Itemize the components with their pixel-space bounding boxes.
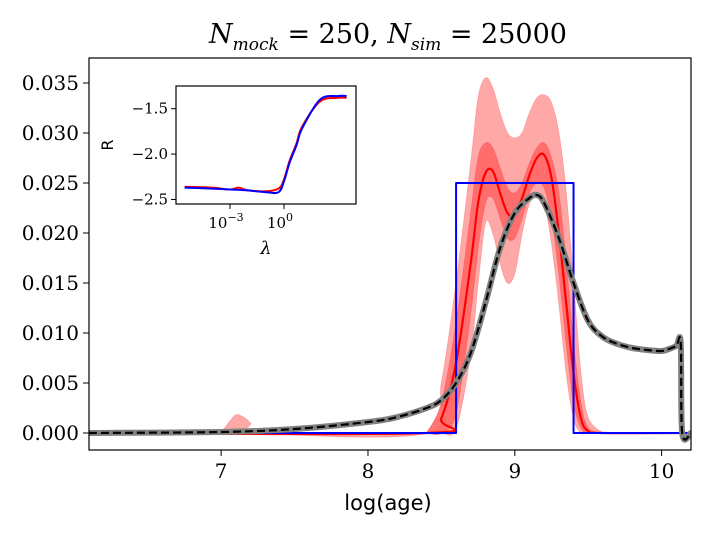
inset-y-axis-label: R xyxy=(98,139,117,150)
inset-y-axis: −2.5 −2.0 −1.5 xyxy=(132,100,176,208)
main-y-tick-label: 0.015 xyxy=(22,271,79,295)
main-x-axis-label: log(age) xyxy=(344,491,432,515)
inset-x-tick-label: 10−3 xyxy=(208,211,243,232)
main-series-thick xyxy=(89,191,691,443)
chart-title: Nmock = 250, Nsim = 25000 xyxy=(208,19,567,55)
inset-x-axis: 10−3 100 xyxy=(208,204,293,232)
main-plot-data xyxy=(89,77,691,443)
main-y-tick-label: 0.030 xyxy=(22,121,79,145)
main-x-tick-label: 7 xyxy=(215,459,228,483)
main-y-tick-label: 0.020 xyxy=(22,221,79,245)
main-y-tick-label: 0.005 xyxy=(22,371,79,395)
main-y-tick-label: 0.000 xyxy=(22,421,79,445)
inset-series-blue xyxy=(184,94,347,195)
inset-plot-data xyxy=(184,94,347,195)
main-y-tick-label: 0.035 xyxy=(22,71,79,95)
main-plot-frame xyxy=(88,57,692,451)
inset-plot-frame xyxy=(175,85,357,205)
main-x-axis: 7 8 9 10 xyxy=(215,450,674,483)
main-x-tick-label: 8 xyxy=(362,459,375,483)
inset-y-tick-label: −1.5 xyxy=(132,100,168,118)
inset-x-axis-label: λ xyxy=(259,238,271,259)
inset-y-tick-label: −2.5 xyxy=(132,190,168,208)
main-series-step xyxy=(89,182,691,434)
inset-x-tick-label: 100 xyxy=(267,211,293,232)
main-y-tick-label: 0.010 xyxy=(22,321,79,345)
main-series-dashed xyxy=(89,193,691,441)
main-y-tick-label: 0.025 xyxy=(22,171,79,195)
main-x-tick-label: 9 xyxy=(508,459,521,483)
inset-background xyxy=(176,86,356,204)
inset-y-tick-label: −2.0 xyxy=(132,145,168,163)
main-x-tick-label: 10 xyxy=(649,459,674,483)
main-y-axis: 0.000 0.005 0.010 0.015 0.020 0.025 0.030 0.035 xyxy=(22,71,89,445)
